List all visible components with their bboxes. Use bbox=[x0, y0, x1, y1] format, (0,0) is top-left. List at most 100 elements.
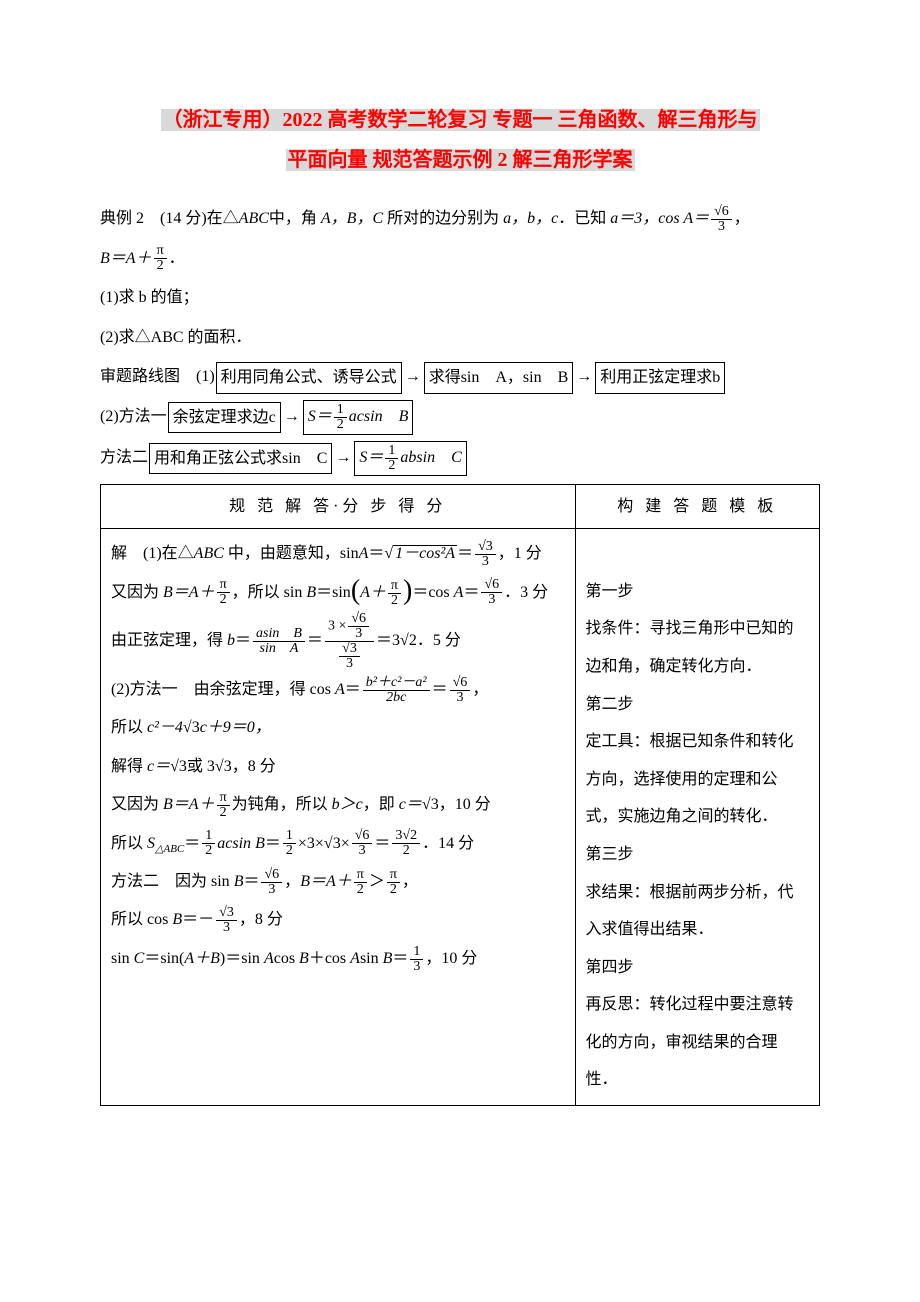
num: asin B bbox=[253, 627, 305, 642]
text: ， bbox=[402, 873, 418, 890]
text: B＝A＋ bbox=[300, 873, 352, 890]
text: C bbox=[134, 950, 145, 967]
fraction: 13 bbox=[410, 945, 423, 974]
score: ．14 分 bbox=[422, 835, 474, 852]
text: ＝3 bbox=[376, 632, 400, 649]
den: 2 bbox=[217, 806, 230, 820]
text: A bbox=[335, 681, 345, 698]
fraction: √33 bbox=[216, 906, 237, 935]
text: b bbox=[227, 632, 235, 649]
text: A＋B bbox=[184, 950, 220, 967]
text: 所以 cos bbox=[111, 911, 172, 928]
score: ，10 分 bbox=[425, 950, 477, 967]
den: 3 bbox=[339, 657, 360, 671]
text: B bbox=[255, 835, 265, 852]
num: π bbox=[217, 791, 230, 806]
text: ＝ bbox=[307, 632, 323, 649]
fraction: √63 bbox=[481, 578, 502, 607]
text: ＝ bbox=[392, 950, 408, 967]
text: (2)求△ABC 的面积． bbox=[100, 329, 252, 346]
fraction: π2 bbox=[354, 868, 367, 897]
text: ＝cos bbox=[412, 584, 453, 601]
score: ．5 分 bbox=[417, 632, 461, 649]
text: 所对的边分别为 bbox=[383, 210, 503, 227]
den: 2 bbox=[283, 844, 296, 858]
text: 所以 bbox=[111, 719, 147, 736]
text: B＝A＋ bbox=[163, 584, 215, 601]
num: √6 bbox=[450, 676, 471, 691]
question-1: (1)求 b 的值； bbox=[100, 281, 820, 315]
step-body: 再反思：转化过程中要注意转化的方向，审视结果的合理性． bbox=[586, 986, 809, 1099]
text: acsin B bbox=[349, 408, 409, 425]
sqrt: √3 bbox=[170, 758, 187, 775]
text: ， bbox=[284, 873, 300, 890]
sol-line: 所以 S△ABC＝12acsin B＝12×3×√3×√63＝3√22．14 分 bbox=[111, 825, 565, 863]
num: 1 bbox=[202, 829, 215, 844]
text: 方法二 因为 sin bbox=[111, 873, 234, 890]
solution-table: 规 范 解 答·分 步 得 分 构 建 答 题 模 板 解 (1)在△ABC 中… bbox=[100, 484, 820, 1106]
num: √6 bbox=[352, 829, 373, 844]
fraction: π2 bbox=[388, 579, 401, 608]
question-2: (2)求△ABC 的面积． bbox=[100, 321, 820, 355]
text: A bbox=[264, 950, 274, 967]
text: ＝ bbox=[235, 632, 251, 649]
route-box: 利用同角公式、诱导公式 bbox=[216, 362, 402, 394]
fraction: √63 bbox=[352, 829, 373, 858]
text: ＝ bbox=[184, 835, 200, 852]
text: S＝ bbox=[359, 449, 383, 466]
text: ，所以 sin bbox=[232, 584, 307, 601]
template-content: 第一步 找条件：寻找三角形中已知的边和角，确定转化方向． 第二步 定工具：根据已… bbox=[586, 535, 809, 1099]
title-line-1: （浙江专用）2022 高考数学二轮复习 专题一 三角函数、解三角形与 bbox=[161, 109, 760, 131]
text: ＝ bbox=[345, 681, 361, 698]
sol-line: (2)方法一 由余弦定理，得 cos A＝b²＋c²－a²2bc＝√63， bbox=[111, 671, 565, 709]
score: ，1 分 bbox=[498, 545, 542, 562]
text: absin C bbox=[400, 449, 461, 466]
sqrt: √3 bbox=[422, 796, 439, 813]
text: sin bbox=[360, 950, 383, 967]
paren: (A＋π2) bbox=[351, 574, 413, 612]
den: 2bc bbox=[363, 691, 430, 705]
table-header-left: 规 范 解 答·分 步 得 分 bbox=[101, 484, 576, 528]
text: S bbox=[147, 835, 155, 852]
den: 2 bbox=[154, 259, 167, 273]
num: √3 bbox=[339, 642, 360, 657]
den: 3 bbox=[352, 844, 373, 858]
text: ＝ bbox=[457, 545, 473, 562]
fraction: 12 bbox=[334, 403, 347, 432]
route-box: 用和角正弦公式求sin C bbox=[149, 443, 332, 475]
text: ＝sin bbox=[316, 584, 351, 601]
num: √6 bbox=[348, 612, 369, 627]
sol-line: 所以 cos B＝－√33，8 分 bbox=[111, 901, 565, 939]
num: √3 bbox=[216, 906, 237, 921]
num: √6 bbox=[261, 868, 282, 883]
num: π bbox=[354, 868, 367, 883]
den: 3 bbox=[711, 220, 732, 234]
den: 2 bbox=[202, 844, 215, 858]
num: 1 bbox=[385, 444, 398, 459]
route-box: 求得sin A，sin B bbox=[424, 362, 574, 394]
text: acsin bbox=[217, 835, 255, 852]
problem-statement: 典例 2 (14 分)在△ABC中，角 A，B，C 所对的边分别为 a，b，c．… bbox=[100, 202, 820, 236]
page: （浙江专用）2022 高考数学二轮复习 专题一 三角函数、解三角形与 平面向量 … bbox=[0, 0, 920, 1302]
text: (1)求 b 的值； bbox=[100, 289, 199, 306]
text: ， bbox=[734, 210, 750, 227]
text: 解得 bbox=[111, 758, 147, 775]
angles: A，B，C bbox=[321, 210, 383, 227]
fraction: 12 bbox=[385, 444, 398, 473]
step-title: 第四步 bbox=[586, 949, 809, 987]
step-body: 定工具：根据已知条件和转化方向，选择使用的定理和公式，实施边角之间的转化． bbox=[586, 723, 809, 836]
num: 1 bbox=[410, 945, 423, 960]
arrow-icon: → bbox=[576, 360, 592, 394]
text: c＝ bbox=[399, 796, 422, 813]
fraction: √63 bbox=[711, 205, 732, 234]
text: 由正弦定理，得 bbox=[111, 632, 227, 649]
sol-line: 方法二 因为 sin B＝√63，B＝A＋π2＞π2， bbox=[111, 863, 565, 901]
text: 或 3 bbox=[187, 758, 215, 775]
route-3: 方法二用和角正弦公式求sin C→S＝12absin C bbox=[100, 441, 820, 476]
text: 典例 2 (14 分)在△ bbox=[100, 210, 239, 227]
den: 3 bbox=[481, 593, 502, 607]
fraction: 3 ×√63√33 bbox=[325, 612, 374, 671]
den: 3 bbox=[261, 883, 282, 897]
sol-line: sin C＝sin(A＋B)＝sin Acos B＋cos Asin B＝13，… bbox=[111, 940, 565, 978]
text: c＋9＝0， bbox=[200, 719, 271, 736]
